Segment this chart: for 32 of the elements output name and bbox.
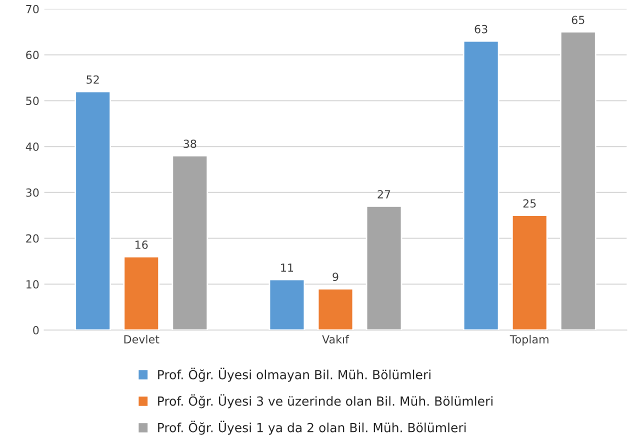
y-tick-label: 60 bbox=[26, 50, 39, 60]
data-label: 11 bbox=[281, 264, 294, 272]
data-label: 25 bbox=[523, 199, 536, 208]
bar bbox=[123, 256, 160, 330]
bar bbox=[560, 31, 596, 330]
data-label: 38 bbox=[184, 140, 196, 148]
data-label: 52 bbox=[86, 75, 99, 84]
bar bbox=[268, 278, 306, 330]
y-tick-label: 0 bbox=[33, 326, 39, 334]
legend-label: Prof. Öğr. Üyesi olmayan Bil. Müh. Bölümleri bbox=[158, 368, 430, 382]
bar bbox=[317, 288, 354, 330]
x-tick-label: Vakıf bbox=[322, 334, 350, 344]
x-tick-label: Toplam bbox=[510, 334, 548, 346]
bar bbox=[511, 214, 548, 330]
data-label: 9 bbox=[332, 272, 338, 282]
y-tick-label: 30 bbox=[26, 188, 39, 197]
bar bbox=[366, 205, 402, 330]
data-label: 27 bbox=[378, 190, 390, 198]
legend-label: Prof. Öğr. Üyesi 3 ve üzerinde olan Bil. Müh. Bölümleri bbox=[158, 394, 492, 408]
y-tick-label: 20 bbox=[26, 234, 39, 243]
data-label: 63 bbox=[474, 24, 488, 34]
y-tick-label: 70 bbox=[26, 4, 39, 14]
y-tick-label: 50 bbox=[26, 96, 39, 106]
bar bbox=[462, 40, 500, 330]
y-tick-label: 10 bbox=[26, 280, 39, 289]
data-label: 65 bbox=[572, 16, 584, 24]
bar bbox=[74, 90, 112, 330]
y-tick-label: 40 bbox=[26, 142, 39, 151]
bar bbox=[172, 155, 208, 330]
data-label: 16 bbox=[136, 240, 148, 249]
legend-label: Prof. Öğr. Üyesi 1 ya da 2 olan Bil. Müh. Bölümleri bbox=[158, 420, 466, 435]
x-tick-label: Devlet bbox=[124, 334, 160, 344]
